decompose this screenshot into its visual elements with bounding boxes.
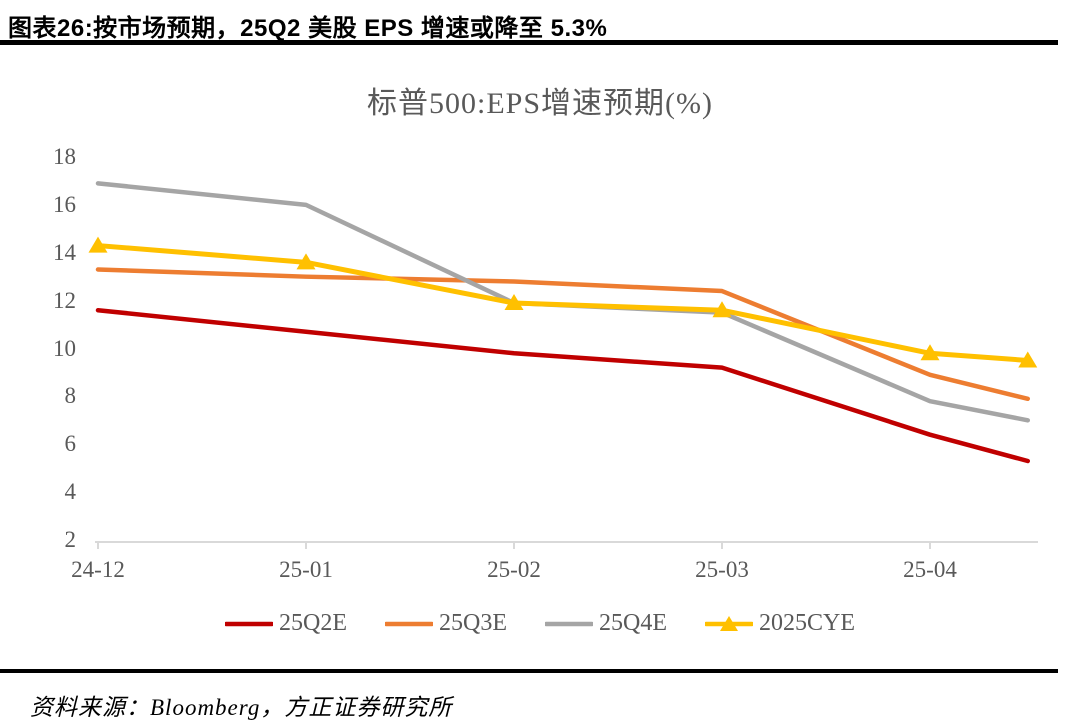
- legend-item-25Q3E: 25Q3E: [385, 610, 507, 637]
- y-tick-label: 4: [64, 479, 77, 505]
- x-tick-label: 25-04: [903, 557, 957, 582]
- chart-legend: 25Q2E 25Q3E 25Q4E 2025CYE: [0, 610, 1080, 637]
- y-tick-label: 14: [53, 239, 76, 265]
- series-marker-triangle: [1018, 351, 1038, 368]
- figure-header-title: 图表26:按市场预期，25Q2 美股 EPS 增速或降至 5.3%: [8, 15, 608, 42]
- legend-label: 25Q4E: [599, 610, 667, 636]
- y-tick-label: 2: [64, 527, 77, 552]
- footer-rule: [0, 669, 1058, 673]
- series-marker-triangle: [712, 301, 732, 318]
- series-line-25Q4E: [95, 181, 1031, 423]
- series-marker-triangle: [88, 236, 108, 253]
- chart-title: 标普500:EPS增速预期(%): [367, 87, 713, 120]
- x-tick-label: 25-02: [487, 557, 541, 582]
- y-tick-label: 8: [64, 383, 77, 409]
- legend-item-25Q4E: 25Q4E: [545, 610, 667, 637]
- x-tick-label: 25-03: [695, 557, 749, 582]
- legend-swatch-25Q2E: [225, 621, 273, 626]
- legend-label: 2025CYE: [759, 610, 855, 636]
- legend-swatch-25Q4E: [545, 621, 593, 626]
- legend-item-25Q2E: 25Q2E: [225, 610, 347, 637]
- series-line-2025CYE: [95, 243, 1031, 363]
- y-tick-label: 16: [53, 191, 76, 217]
- series-line-25Q3E: [95, 267, 1031, 402]
- header-rule: [0, 40, 1058, 45]
- legend-marker-triangle: [720, 615, 738, 631]
- y-tick-label: 10: [53, 335, 76, 361]
- legend-item-2025CYE: 2025CYE: [705, 610, 855, 637]
- series-marker-triangle: [504, 294, 524, 311]
- series-marker-triangle: [296, 253, 316, 270]
- x-tick-label: 25-01: [279, 557, 333, 582]
- y-tick-label: 18: [53, 144, 76, 169]
- source-note: 资料来源：Bloomberg，方正证券研究所: [30, 695, 453, 720]
- y-tick-label: 12: [53, 287, 76, 313]
- legend-label: 25Q3E: [439, 610, 507, 636]
- x-tick-label: 24-12: [71, 557, 125, 582]
- legend-label: 25Q2E: [279, 610, 347, 636]
- series-line-25Q2E: [95, 307, 1031, 464]
- y-tick-label: 6: [64, 431, 77, 457]
- series-marker-triangle: [920, 344, 940, 361]
- legend-swatch-2025CYE: [705, 615, 753, 631]
- legend-swatch-25Q3E: [385, 621, 433, 626]
